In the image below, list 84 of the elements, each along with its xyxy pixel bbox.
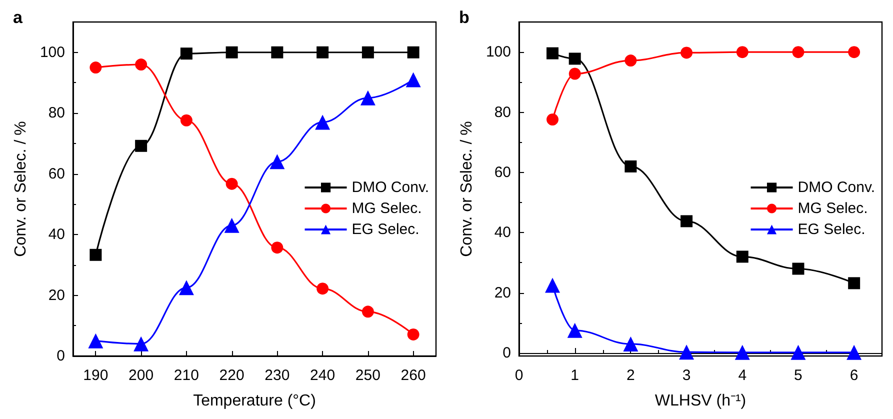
legend-label: DMO Conv. bbox=[352, 179, 429, 196]
point bbox=[545, 278, 560, 293]
x-axis-title: WLHSV (h⁻¹) bbox=[654, 392, 746, 410]
legend-label: DMO Conv. bbox=[798, 179, 875, 196]
point bbox=[680, 46, 693, 59]
x-tick-label: 2 bbox=[626, 367, 635, 384]
x-tick-label: 220 bbox=[219, 367, 244, 384]
point bbox=[224, 218, 240, 233]
point bbox=[792, 262, 804, 275]
y-tick-label: 20 bbox=[48, 286, 65, 304]
chart-title: a bbox=[13, 8, 23, 27]
x-tick-label: 240 bbox=[310, 367, 336, 384]
y-tick-label: 80 bbox=[494, 104, 511, 121]
y-tick-label: 100 bbox=[40, 44, 65, 61]
point bbox=[135, 140, 148, 152]
point bbox=[180, 48, 192, 60]
point bbox=[679, 344, 694, 360]
point bbox=[180, 114, 192, 126]
y-tick-label: 0 bbox=[56, 348, 65, 364]
x-tick-label: 210 bbox=[174, 367, 199, 384]
point bbox=[792, 46, 804, 58]
point bbox=[407, 46, 420, 58]
point bbox=[134, 336, 149, 352]
point bbox=[271, 46, 284, 58]
point bbox=[623, 336, 638, 352]
legend-label: MG Selec. bbox=[352, 200, 422, 217]
point bbox=[316, 282, 329, 295]
point bbox=[315, 114, 330, 130]
legend-label: EG Selec. bbox=[798, 221, 866, 238]
point bbox=[624, 54, 637, 67]
point bbox=[135, 58, 148, 71]
y-tick-label: 100 bbox=[486, 44, 511, 61]
point bbox=[406, 72, 421, 88]
legend-label: EG Selec. bbox=[352, 221, 420, 238]
x-tick-label: 5 bbox=[794, 367, 802, 384]
x-tick-label: 230 bbox=[264, 367, 290, 384]
x-tick-label: 4 bbox=[738, 367, 747, 384]
point bbox=[734, 344, 750, 360]
x-axis-title: Temperature (°C) bbox=[193, 392, 316, 410]
x-tick-label: 0 bbox=[514, 367, 524, 384]
y-tick-label: 40 bbox=[494, 224, 511, 242]
point bbox=[736, 250, 748, 263]
point bbox=[568, 52, 581, 65]
x-tick-label: 1 bbox=[570, 367, 580, 384]
point bbox=[546, 113, 559, 126]
point bbox=[624, 160, 637, 172]
point bbox=[226, 46, 238, 58]
point bbox=[846, 344, 862, 360]
point bbox=[848, 277, 860, 290]
point bbox=[407, 328, 420, 340]
x-tick-label: 250 bbox=[355, 367, 380, 384]
point bbox=[316, 46, 329, 58]
point bbox=[270, 154, 285, 170]
y-axis-title: Conv. or Selec. / % bbox=[458, 121, 476, 257]
point bbox=[88, 333, 104, 348]
x-tick-label: 200 bbox=[128, 367, 154, 384]
point bbox=[178, 280, 194, 296]
y-tick-label: 20 bbox=[494, 284, 511, 302]
point bbox=[226, 178, 238, 190]
y-axis-title: Conv. or Selec. / % bbox=[12, 121, 30, 257]
chart-title: b bbox=[459, 8, 470, 27]
point bbox=[680, 215, 693, 228]
point bbox=[90, 62, 102, 74]
point bbox=[736, 46, 748, 58]
y-tick-label: 80 bbox=[48, 104, 65, 122]
point bbox=[362, 46, 374, 58]
legend-label: MG Selec. bbox=[798, 200, 868, 217]
y-tick-label: 60 bbox=[48, 165, 65, 182]
point bbox=[568, 68, 581, 80]
x-tick-label: 6 bbox=[850, 367, 858, 384]
y-tick-label: 0 bbox=[502, 344, 511, 362]
point bbox=[362, 306, 374, 318]
point bbox=[567, 322, 582, 338]
x-tick-label: 190 bbox=[83, 367, 108, 384]
y-tick-label: 40 bbox=[48, 226, 65, 244]
point bbox=[546, 47, 559, 60]
y-tick-label: 60 bbox=[494, 164, 511, 181]
point bbox=[271, 242, 284, 254]
point bbox=[360, 90, 376, 106]
point bbox=[790, 344, 806, 360]
point bbox=[848, 46, 860, 58]
x-tick-label: 260 bbox=[400, 367, 426, 384]
x-tick-label: 3 bbox=[682, 367, 691, 384]
point bbox=[90, 248, 102, 261]
